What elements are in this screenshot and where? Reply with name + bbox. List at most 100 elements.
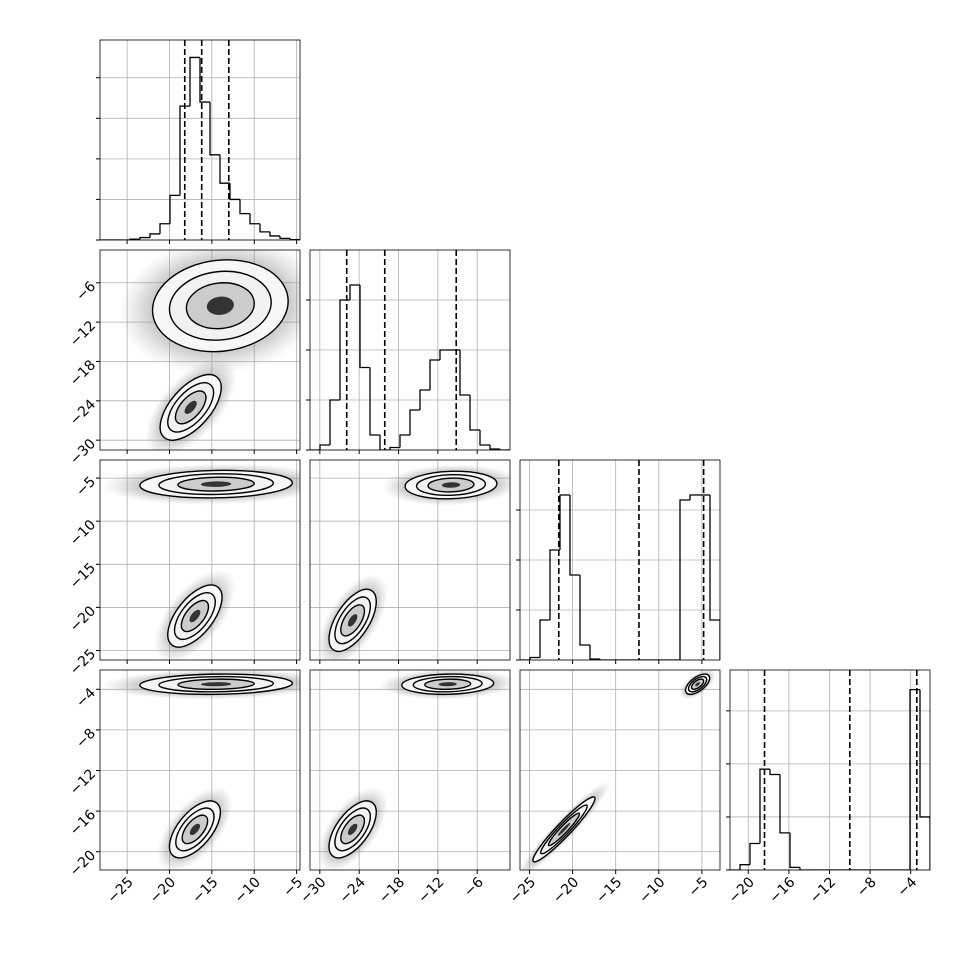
histogram-bin [419, 389, 430, 410]
density-core [438, 682, 457, 687]
panel-frame [309, 249, 511, 451]
histogram-bin [399, 434, 410, 448]
histogram-bin [279, 235, 290, 240]
panel-content [100, 40, 300, 240]
density-core [557, 822, 571, 836]
histogram-bin [229, 183, 240, 201]
histogram-bin [589, 645, 600, 660]
panel-frame [99, 39, 301, 241]
histogram-bin [319, 444, 330, 450]
density-core [189, 823, 201, 836]
y-tick-label: −12 [67, 766, 99, 798]
panel-frame [99, 249, 301, 451]
histogram-bin [479, 430, 490, 446]
x-tick-label: −20 [726, 874, 758, 906]
density-core [347, 614, 358, 627]
histogram-bin [779, 774, 790, 834]
panel-frame [519, 459, 721, 661]
density-core [347, 823, 358, 836]
histogram-bin [799, 867, 810, 870]
histogram-bin [179, 105, 190, 196]
histogram-bin [259, 223, 270, 233]
y-tick-label: −16 [67, 807, 99, 839]
density-core [695, 682, 700, 687]
histogram-bin [539, 619, 550, 658]
density-core [441, 482, 461, 488]
y-tick-label: −6 [73, 278, 99, 304]
y-tick-label: −4 [73, 685, 99, 711]
y-tick-label: −24 [67, 397, 99, 429]
histogram-bin [359, 285, 370, 369]
y-tick-label: −30 [67, 436, 99, 468]
density-core [206, 296, 234, 315]
density-core [200, 682, 232, 687]
x-tick-label: −18 [376, 874, 408, 906]
histogram-bin [489, 445, 500, 450]
histogram-bin [549, 549, 560, 620]
histogram-bin [529, 656, 540, 660]
y-tick-label: −10 [67, 517, 99, 549]
x-tick-label: −15 [593, 874, 625, 906]
histogram-bin [349, 284, 360, 300]
histogram-bin [499, 449, 510, 450]
x-tick-label: −16 [766, 874, 798, 906]
panel-content [317, 670, 510, 870]
x-tick-label: −6 [461, 874, 487, 900]
panel-content [730, 670, 930, 870]
histogram-bin [139, 236, 150, 240]
histogram-bin [239, 199, 250, 215]
histogram-bin [709, 495, 720, 660]
histogram-bin [459, 350, 470, 396]
histogram-bin [199, 57, 210, 103]
histogram-bin [379, 435, 390, 450]
density-core [200, 481, 232, 487]
x-tick-label: −12 [415, 874, 447, 906]
panel-content [520, 670, 716, 870]
histogram-bin [759, 768, 770, 844]
panel-content [310, 250, 510, 450]
x-tick-label: −8 [854, 874, 880, 900]
histogram-bin [149, 233, 160, 238]
histogram-bin [269, 231, 280, 237]
x-tick-label: −10 [636, 874, 668, 906]
histogram-bin [289, 238, 300, 240]
x-tick-label: −20 [550, 874, 582, 906]
y-tick-label: −25 [67, 646, 99, 678]
x-tick-label: −25 [507, 874, 539, 906]
histogram-bin [389, 446, 400, 450]
density-core [189, 609, 201, 623]
y-tick-label: −20 [67, 847, 99, 879]
y-tick-label: −20 [67, 603, 99, 635]
panel-frame [729, 669, 931, 871]
y-tick-label: −12 [67, 318, 99, 350]
x-tick-label: −10 [232, 874, 264, 906]
histogram-bin [749, 842, 760, 865]
histogram-bin [579, 575, 590, 646]
histogram-bin [219, 154, 230, 184]
histogram-bin [369, 367, 380, 436]
histogram-bin [769, 769, 780, 776]
panel-content [520, 460, 720, 660]
histogram-bin [409, 409, 420, 435]
histogram-bin [159, 223, 170, 234]
x-tick-label: −4 [894, 874, 920, 900]
histogram-bin [789, 832, 800, 868]
panel-content [118, 250, 300, 450]
histogram-bin [569, 495, 580, 576]
histogram-bin [679, 499, 690, 660]
x-tick-label: −24 [337, 874, 369, 906]
x-tick-label: −30 [297, 874, 329, 906]
histogram-bin [559, 494, 570, 550]
y-tick-label: −5 [73, 474, 99, 500]
x-tick-label: −20 [147, 874, 179, 906]
x-tick-label: −5 [686, 874, 712, 900]
panel-frame [309, 669, 511, 871]
panel-content [101, 670, 300, 870]
histogram-bin [429, 359, 440, 390]
histogram-bin [599, 659, 610, 660]
x-tick-label: −15 [189, 874, 221, 906]
histogram-bin [329, 399, 340, 445]
y-tick-label: −18 [67, 357, 99, 389]
histogram-bin [689, 494, 700, 500]
